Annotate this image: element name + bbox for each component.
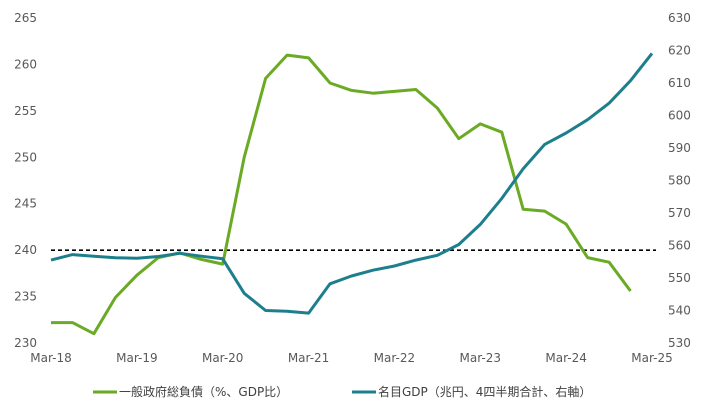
x-tick-label: Mar-24 xyxy=(545,351,586,365)
y-left-tick-label: 240 xyxy=(14,243,37,257)
y-right-tick-label: 530 xyxy=(668,336,691,350)
y-left-tick-label: 230 xyxy=(14,336,37,350)
x-tick-label: Mar-21 xyxy=(288,351,329,365)
y-right-tick-label: 540 xyxy=(668,304,691,318)
legend-label: 一般政府総負債（%、GDP比） xyxy=(119,384,288,399)
y-left-tick-label: 265 xyxy=(14,11,37,25)
y-left-tick-label: 245 xyxy=(14,197,37,211)
y-right-tick-label: 560 xyxy=(668,239,691,253)
series-line-nominal-gdp xyxy=(50,52,654,315)
y-left-tick-label: 250 xyxy=(14,150,37,164)
y-right-tick-label: 600 xyxy=(668,109,691,123)
y-right-tick-label: 630 xyxy=(668,11,691,25)
y-left-tick-label: 255 xyxy=(14,104,37,118)
y-right-tick-label: 550 xyxy=(668,271,691,285)
legend: 一般政府総負債（%、GDP比） 名目GDP（兆円、4四半期合計、右軸） xyxy=(93,384,591,399)
x-tick-label: Mar-18 xyxy=(30,351,71,365)
y-left-tick-label: 260 xyxy=(14,57,37,71)
x-tick-label: Mar-20 xyxy=(202,351,243,365)
x-tick-label: Mar-23 xyxy=(460,351,501,365)
legend-label: 名目GDP（兆円、4四半期合計、右軸） xyxy=(378,384,591,399)
y-right-tick-label: 610 xyxy=(668,76,691,90)
y-right-tick-label: 580 xyxy=(668,174,691,188)
y-right-tick-label: 620 xyxy=(668,44,691,58)
series-group xyxy=(50,52,654,336)
x-tick-label: Mar-19 xyxy=(116,351,157,365)
series-line-government-debt xyxy=(51,53,632,336)
axes: 230 235 240 245 250 255 260 265 530 540 550 560 570 5… xyxy=(14,11,691,365)
x-tick-label: Mar-22 xyxy=(374,351,415,365)
x-tick-label: Mar-25 xyxy=(631,351,672,365)
y-left-tick-label: 235 xyxy=(14,290,37,304)
y-right-tick-label: 590 xyxy=(668,141,691,155)
y-right-tick-label: 570 xyxy=(668,206,691,220)
